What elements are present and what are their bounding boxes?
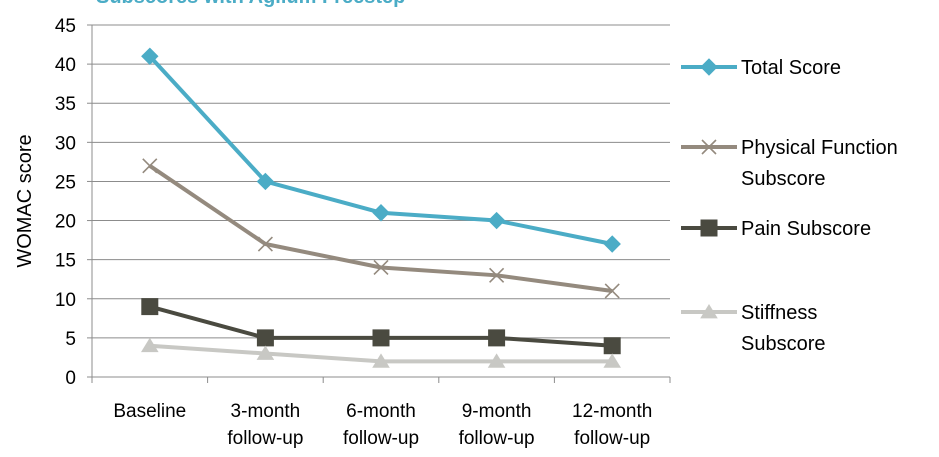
axes: 0 5 10 15 20 25 30 35 40 45 Baseline 3-month follow-… <box>14 16 671 449</box>
data-point <box>141 298 159 316</box>
data-point <box>372 329 390 347</box>
x-tick-label: Baseline <box>113 401 186 422</box>
series-2 <box>141 298 621 355</box>
y-tick-label: 25 <box>55 172 76 193</box>
legend-item: Total Score <box>681 57 841 79</box>
legend-marker <box>700 58 718 76</box>
legend-label: Total Score <box>741 57 841 79</box>
x-tick-label: 6-month follow-up <box>343 401 419 449</box>
y-tick-label: 20 <box>55 212 76 233</box>
data-point <box>256 329 274 347</box>
y-tick-label: 0 <box>65 368 76 389</box>
y-tick-label: 40 <box>55 55 76 76</box>
data-point <box>142 158 158 174</box>
series-lines <box>141 47 621 368</box>
legend-item: Physical Function Subscore <box>681 137 898 190</box>
y-axis-title: WOMAC score <box>14 134 36 267</box>
data-point <box>372 353 390 368</box>
data-point <box>141 47 159 65</box>
y-tick-label: 30 <box>55 133 76 154</box>
data-point <box>487 211 506 230</box>
data-point <box>256 345 275 360</box>
y-tick-label: 15 <box>55 251 76 272</box>
data-point <box>603 235 621 253</box>
data-point <box>487 353 506 368</box>
y-tick-label: 5 <box>65 329 76 350</box>
x-tick-label: 3-month follow-up <box>227 401 303 449</box>
data-point <box>489 267 505 283</box>
data-point <box>141 337 159 353</box>
data-point <box>256 172 275 191</box>
x-tick-label: 9-month follow-up <box>459 401 535 449</box>
series-0 <box>141 47 621 253</box>
legend-label: Physical Function Subscore <box>741 137 898 190</box>
legend-label: Stiffness Subscore <box>741 302 826 355</box>
series-1 <box>142 158 620 299</box>
y-tick-label: 10 <box>55 290 76 311</box>
legend-item: Pain Subscore <box>681 218 871 240</box>
data-point <box>372 204 390 222</box>
data-point <box>257 236 273 252</box>
gridlines <box>92 24 670 339</box>
chart-title: Subscores with Agilum Freestep <box>96 0 405 8</box>
legend-label: Pain Subscore <box>741 218 871 240</box>
legend-marker <box>700 304 718 319</box>
x-tick-label: 12-month follow-up <box>572 401 652 449</box>
data-point <box>488 329 506 347</box>
data-point <box>603 353 621 368</box>
data-point <box>604 283 620 299</box>
legend-marker <box>700 219 718 237</box>
legend-marker <box>701 139 717 155</box>
y-tick-label: 45 <box>55 16 76 37</box>
legend-item: Stiffness Subscore <box>681 302 826 355</box>
series-3 <box>141 337 621 368</box>
legend: Total Score Physical Function Subscore Pain… <box>681 57 898 355</box>
data-point <box>373 259 389 276</box>
y-tick-label: 35 <box>55 94 76 115</box>
data-point <box>603 337 621 355</box>
